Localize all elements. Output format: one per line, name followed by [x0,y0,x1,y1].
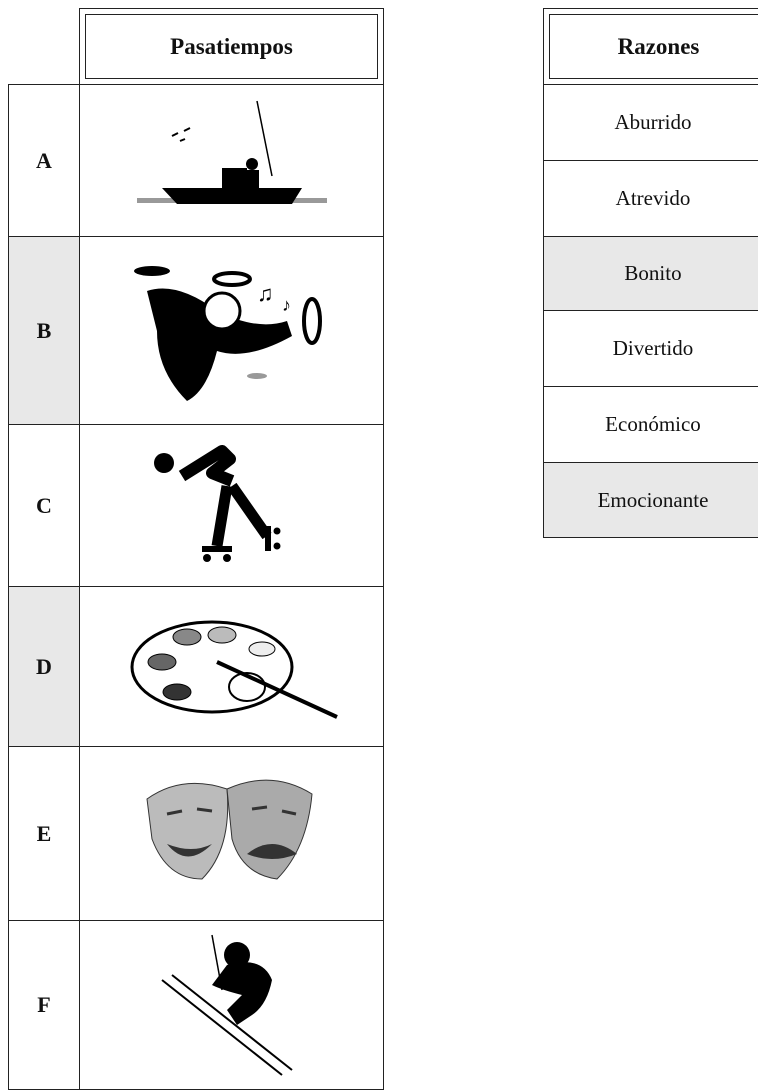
masks-icon [145,779,313,880]
row-label: D [8,586,80,747]
reasons-header-cell: Razones [543,8,758,85]
skiing-icon [160,934,293,1076]
palette-icon [130,620,338,719]
svg-text:♪: ♪ [282,295,291,315]
pastimes-header-cell: Pasatiempos [79,8,384,85]
svg-text:♫: ♫ [257,281,274,306]
image-cell [79,920,384,1090]
reason: Emocionante [543,462,758,538]
row-label: E [8,746,80,921]
skating-icon [153,444,280,562]
image-cell [79,586,384,747]
image-cell [79,424,384,587]
reason: Divertido [543,310,758,387]
row-label: F [8,920,80,1090]
reason: Atrevido [543,160,758,237]
image-cell [79,84,384,237]
image-cell: ♫ ♪ [79,236,384,425]
reason: Económico [543,386,758,463]
image-cell [79,746,384,921]
reason: Bonito [543,236,758,311]
row-label: B [8,236,80,425]
pastimes-header: Pasatiempos [85,14,378,79]
fishing-icon [136,100,327,204]
row-label: A [8,84,80,237]
row-label: C [8,424,80,587]
reason: Aburrido [543,84,758,161]
reasons-header: Razones [549,14,758,79]
music-icon: ♫ ♪ [133,265,322,401]
